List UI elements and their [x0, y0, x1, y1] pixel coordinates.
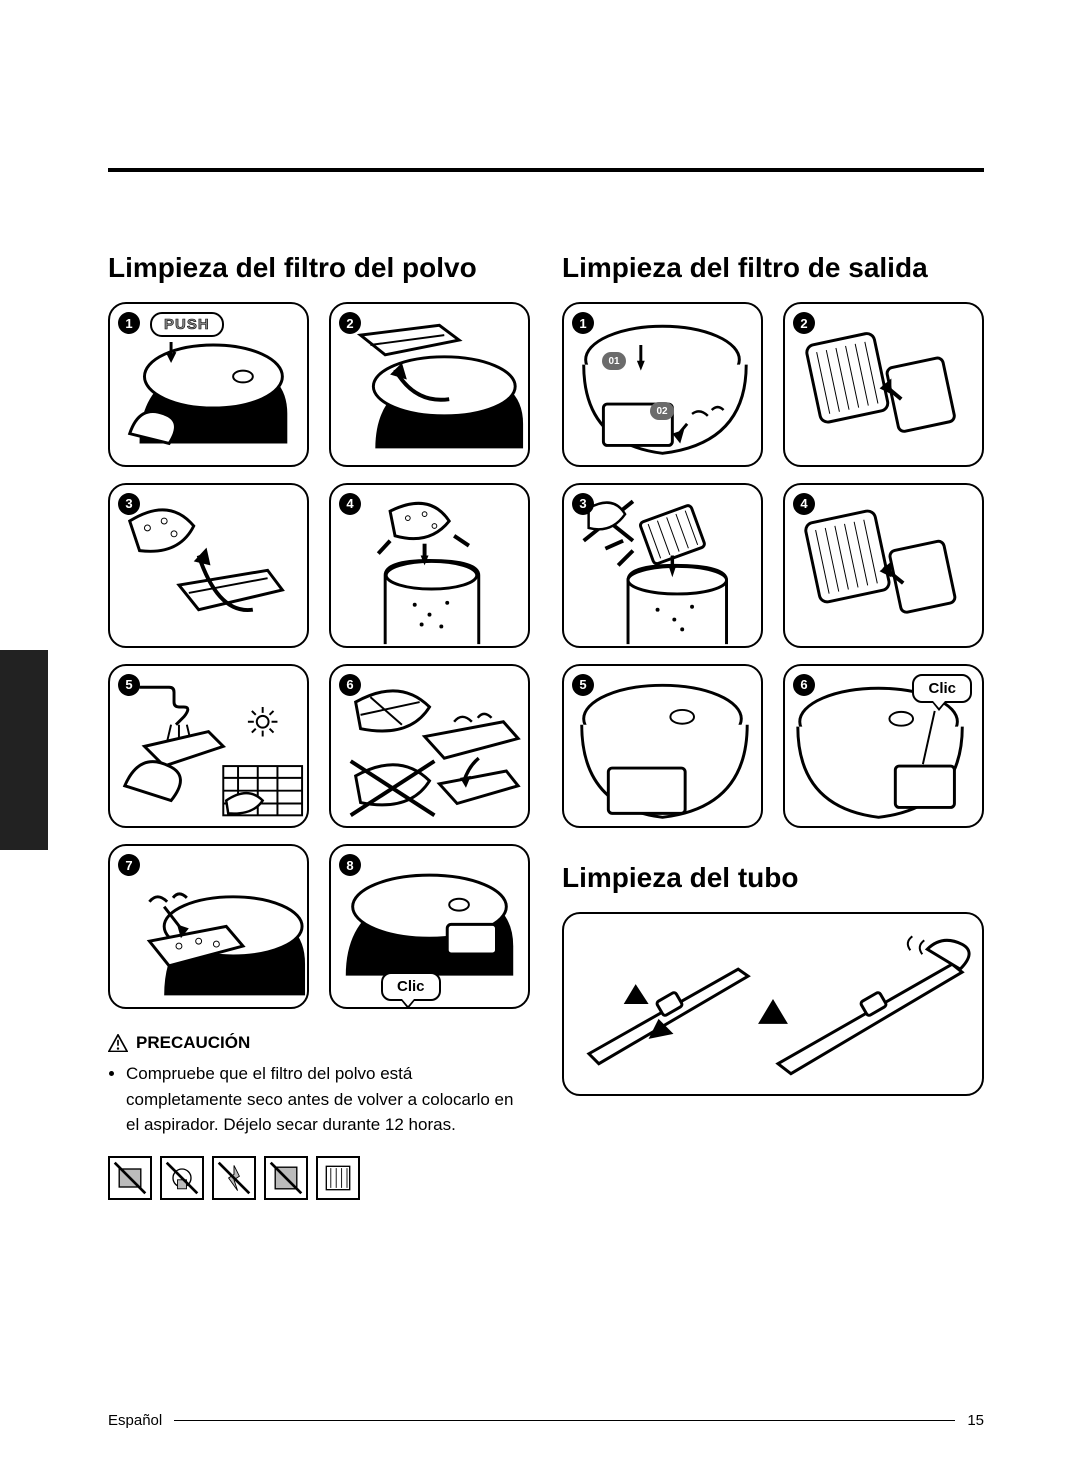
section-title-right-b: Limpieza del tubo [562, 862, 984, 894]
caution-title: PRECAUCIÓN [136, 1033, 250, 1053]
left-panel-5: 5 [108, 664, 309, 829]
section-title-right-a: Limpieza del filtro de salida [562, 252, 984, 284]
footer-rule [174, 1420, 955, 1421]
right-panel-2: 2 [783, 302, 984, 467]
step-badge: 2 [793, 312, 815, 334]
left-panel-6: 6 [329, 664, 530, 829]
content-columns: Limpieza del filtro del polvo 1 PUSH [108, 252, 984, 1200]
left-panel-4: 4 [329, 483, 530, 648]
step-badge: 1 [118, 312, 140, 334]
illustration [331, 666, 528, 827]
top-rule [108, 168, 984, 172]
left-panel-1: 1 PUSH [108, 302, 309, 467]
no-icon-4 [264, 1156, 308, 1200]
caution-block: PRECAUCIÓN Compruebe que el filtro del p… [108, 1033, 530, 1200]
right-step-grid: 1 01 02 2 [562, 302, 984, 828]
right-panel-3: 3 [562, 483, 763, 648]
illustration [331, 485, 528, 646]
step-badge: 2 [339, 312, 361, 334]
illustration [331, 304, 528, 465]
left-column: Limpieza del filtro del polvo 1 PUSH [108, 252, 530, 1200]
step-badge: 5 [118, 674, 140, 696]
no-icon-5 [316, 1156, 360, 1200]
clic-callout: Clic [381, 972, 441, 1001]
right-column: Limpieza del filtro de salida 1 01 02 [562, 252, 984, 1200]
side-tab [0, 650, 48, 850]
step-badge: 3 [118, 493, 140, 515]
step-badge: 6 [793, 674, 815, 696]
pipe-panel [562, 912, 984, 1096]
warning-icon [108, 1034, 128, 1052]
illustration [110, 666, 307, 827]
illustration [564, 666, 761, 827]
step-badge: 4 [339, 493, 361, 515]
step-badge: 4 [793, 493, 815, 515]
no-icon-1 [108, 1156, 152, 1200]
section-title-left: Limpieza del filtro del polvo [108, 252, 530, 284]
illustration [785, 485, 982, 646]
right-panel-1: 1 01 02 [562, 302, 763, 467]
illustration [110, 846, 307, 1007]
no-icon-2 [160, 1156, 204, 1200]
illustration [564, 485, 761, 646]
step-badge: 5 [572, 674, 594, 696]
step-badge: 3 [572, 493, 594, 515]
left-step-grid: 1 PUSH 2 [108, 302, 530, 1009]
left-panel-7: 7 [108, 844, 309, 1009]
illustration [564, 914, 982, 1094]
caution-list: Compruebe que el filtro del polvo está c… [108, 1061, 530, 1138]
caution-text: Compruebe que el filtro del polvo está c… [126, 1061, 530, 1138]
clic-callout: Clic [912, 674, 972, 703]
right-panel-5: 5 [562, 664, 763, 829]
no-icon-3 [212, 1156, 256, 1200]
left-panel-3: 3 [108, 483, 309, 648]
sub-badge-01: 01 [602, 352, 626, 370]
illustration [564, 304, 761, 465]
page-footer: Español 15 [108, 1412, 984, 1429]
illustration [110, 485, 307, 646]
illustration [785, 304, 982, 465]
left-panel-2: 2 [329, 302, 530, 467]
push-label: PUSH [150, 312, 224, 337]
manual-page: Limpieza del filtro del polvo 1 PUSH [0, 0, 1080, 1479]
right-panel-4: 4 [783, 483, 984, 648]
footer-language: Español [108, 1412, 162, 1429]
step-badge: 6 [339, 674, 361, 696]
prohibition-icon-row [108, 1156, 530, 1200]
sub-badge-02: 02 [650, 402, 674, 420]
right-panel-6: 6 Clic [783, 664, 984, 829]
footer-page-number: 15 [967, 1412, 984, 1429]
caution-heading: PRECAUCIÓN [108, 1033, 530, 1053]
step-badge: 1 [572, 312, 594, 334]
left-panel-8: 8 Clic [329, 844, 530, 1009]
